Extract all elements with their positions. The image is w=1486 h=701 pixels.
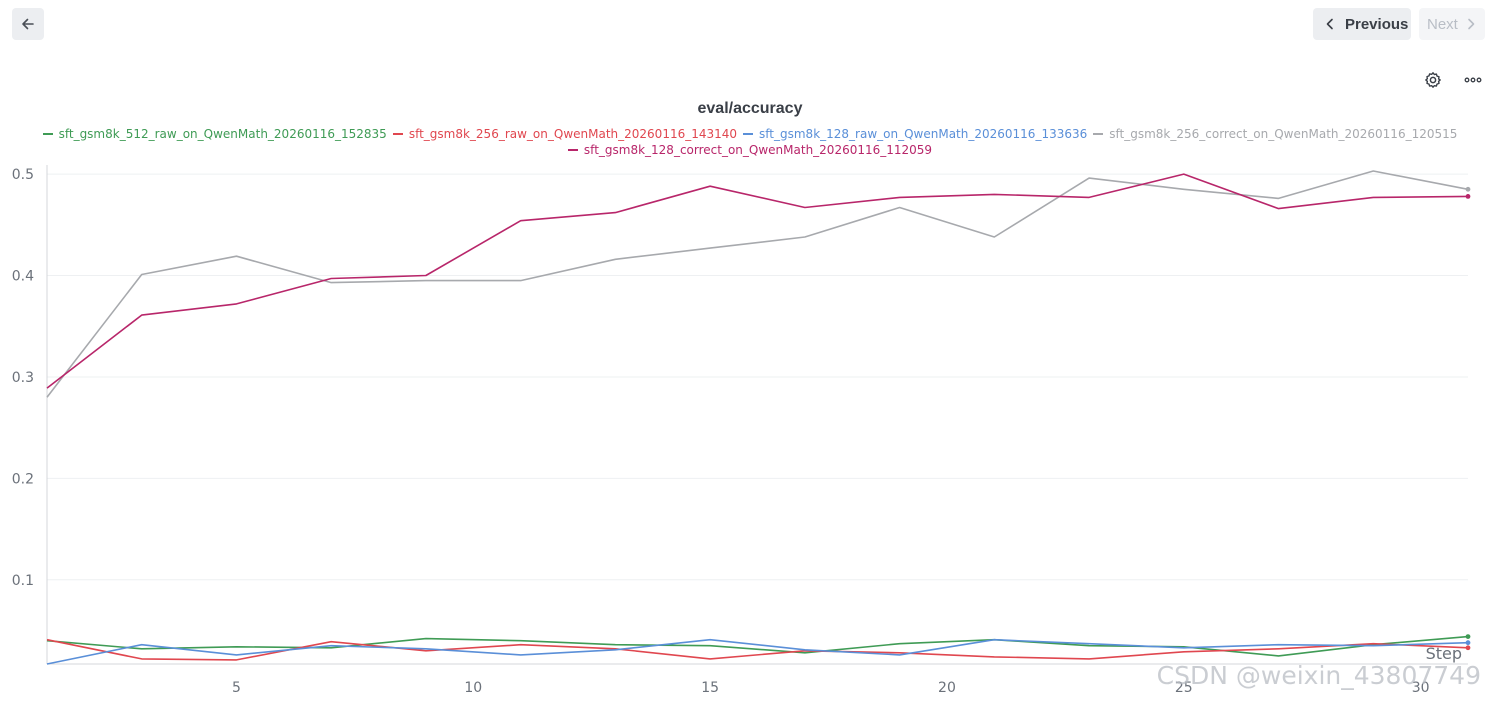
watermark-text: CSDN @weixin_43807749 [1157,661,1481,690]
legend-label: sft_gsm8k_128_raw_on_QwenMath_20260116_1… [759,127,1088,141]
legend-label: sft_gsm8k_256_correct_on_QwenMath_202601… [1109,127,1458,141]
x-tick-label: 10 [464,680,482,696]
arrow-left-icon [22,18,34,30]
chevron-right-icon [1464,17,1478,31]
legend-item-1[interactable]: sft_gsm8k_512_raw_on_QwenMath_20260116_1… [42,126,387,142]
legend-swatch [743,132,754,135]
x-tick-label: 20 [938,680,956,696]
axes: 0.1 0.2 0.3 0.4 0.5 5 10 15 20 25 30 [12,165,1468,696]
legend-swatch [42,132,53,135]
x-tick-label: 30 [1412,680,1430,696]
gear-icon [1425,72,1441,88]
x-tick-label: 15 [701,680,719,696]
series-lines [46,170,1471,665]
legend-label: sft_gsm8k_128_correct_on_QwenMath_202601… [583,143,933,157]
x-axis-label: Step [1426,644,1462,663]
y-tick-label: 0.5 [12,167,34,183]
chevron-left-icon [1323,17,1337,31]
next-button[interactable]: Next [1419,8,1485,40]
chart-settings-button[interactable] [1423,70,1443,90]
series-line-3[interactable] [46,638,1469,665]
legend-label: sft_gsm8k_256_raw_on_QwenMath_20260116_1… [408,127,738,141]
back-button[interactable] [12,8,44,40]
series-end-point [1465,193,1471,199]
series-end-point [1465,640,1471,646]
series-end-point [1465,645,1471,651]
previous-label: Previous [1345,15,1409,33]
legend-swatch [1093,132,1104,135]
series-end-point [1465,186,1471,192]
y-tick-label: 0.4 [12,269,34,285]
chart-legend: sft_gsm8k_512_raw_on_QwenMath_20260116_1… [30,126,1470,158]
legend-label: sft_gsm8k_512_raw_on_QwenMath_20260116_1… [58,127,387,141]
series-line-5[interactable] [46,173,1469,389]
legend-item-2[interactable]: sft_gsm8k_256_raw_on_QwenMath_20260116_1… [392,126,738,142]
series-line-1[interactable] [46,635,1469,657]
y-tick-label: 0.2 [12,471,34,487]
more-horizontal-icon [1464,77,1482,83]
legend-item-4[interactable]: sft_gsm8k_256_correct_on_QwenMath_202601… [1093,126,1457,142]
legend-swatch [392,132,403,135]
next-label: Next [1427,15,1458,33]
series-line-4[interactable] [46,170,1469,398]
x-tick-label: 25 [1175,680,1193,696]
more-options-button[interactable] [1463,70,1483,90]
legend-swatch [567,148,578,151]
legend-item-5[interactable]: sft_gsm8k_128_correct_on_QwenMath_202601… [567,142,933,158]
y-tick-label: 0.3 [12,370,34,386]
previous-button[interactable]: Previous [1313,8,1411,40]
y-tick-label: 0.1 [12,573,34,589]
chart-title: eval/accuracy [697,100,803,117]
series-end-point [1465,634,1471,640]
x-tick-label: 5 [232,680,241,696]
grid-lines [47,173,1468,581]
legend-item-3[interactable]: sft_gsm8k_128_raw_on_QwenMath_20260116_1… [743,126,1087,142]
